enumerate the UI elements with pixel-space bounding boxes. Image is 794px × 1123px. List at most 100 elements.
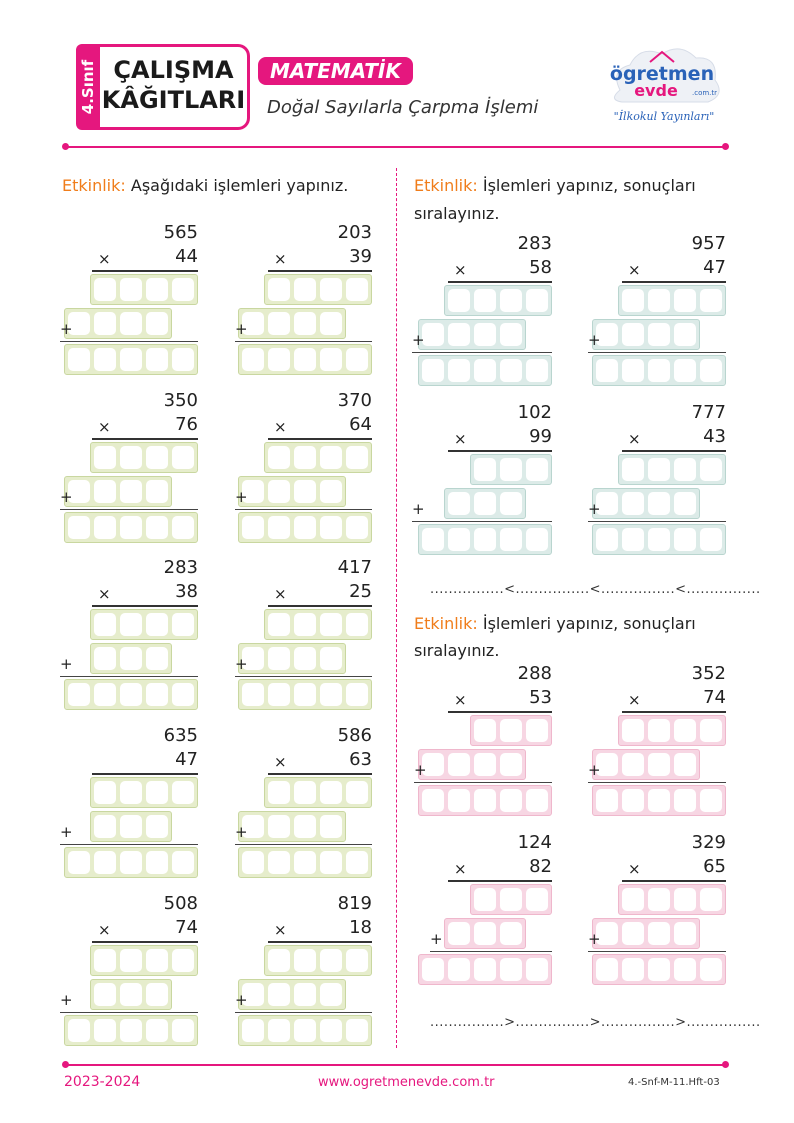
digit-box[interactable] <box>68 348 90 371</box>
digit-box[interactable] <box>120 446 142 469</box>
digit-box[interactable] <box>320 815 342 838</box>
digit-box[interactable] <box>700 958 722 981</box>
digit-box[interactable] <box>146 781 168 804</box>
digit-box[interactable] <box>596 922 618 945</box>
digit-box[interactable] <box>500 458 522 481</box>
digit-box[interactable] <box>172 348 194 371</box>
digit-box[interactable] <box>94 278 116 301</box>
digit-box[interactable] <box>120 312 142 335</box>
digit-box[interactable] <box>448 922 470 945</box>
digit-box[interactable] <box>68 312 90 335</box>
digit-box[interactable] <box>596 789 618 812</box>
digit-box[interactable] <box>346 278 368 301</box>
digit-box[interactable] <box>674 753 696 776</box>
digit-box[interactable] <box>242 983 264 1006</box>
digit-box[interactable] <box>268 516 290 539</box>
digit-box[interactable] <box>94 1019 116 1042</box>
digit-box[interactable] <box>146 1019 168 1042</box>
digit-box[interactable] <box>500 958 522 981</box>
digit-box[interactable] <box>172 781 194 804</box>
digit-box[interactable] <box>268 348 290 371</box>
digit-box[interactable] <box>242 815 264 838</box>
digit-box[interactable] <box>68 851 90 874</box>
digit-box[interactable] <box>172 278 194 301</box>
digit-box[interactable] <box>622 458 644 481</box>
digit-box[interactable] <box>622 922 644 945</box>
digit-box[interactable] <box>172 683 194 706</box>
digit-box[interactable] <box>346 1019 368 1042</box>
digit-box[interactable] <box>146 480 168 503</box>
digit-box[interactable] <box>674 359 696 382</box>
digit-box[interactable] <box>474 492 496 515</box>
digit-box[interactable] <box>242 647 264 670</box>
digit-box[interactable] <box>68 1019 90 1042</box>
digit-box[interactable] <box>648 789 670 812</box>
digit-box[interactable] <box>622 789 644 812</box>
digit-box[interactable] <box>700 789 722 812</box>
digit-box[interactable] <box>294 312 316 335</box>
digit-box[interactable] <box>596 323 618 346</box>
digit-box[interactable] <box>94 647 116 670</box>
digit-box[interactable] <box>320 1019 342 1042</box>
digit-box[interactable] <box>68 516 90 539</box>
digit-box[interactable] <box>526 719 548 742</box>
digit-box[interactable] <box>474 958 496 981</box>
digit-box[interactable] <box>294 781 316 804</box>
digit-box[interactable] <box>294 983 316 1006</box>
digit-box[interactable] <box>268 312 290 335</box>
digit-box[interactable] <box>674 922 696 945</box>
digit-box[interactable] <box>648 528 670 551</box>
digit-box[interactable] <box>648 888 670 911</box>
digit-box[interactable] <box>346 949 368 972</box>
digit-box[interactable] <box>146 312 168 335</box>
digit-box[interactable] <box>268 781 290 804</box>
digit-box[interactable] <box>596 958 618 981</box>
digit-box[interactable] <box>268 983 290 1006</box>
digit-box[interactable] <box>346 781 368 804</box>
digit-box[interactable] <box>422 958 444 981</box>
digit-box[interactable] <box>448 753 470 776</box>
digit-box[interactable] <box>294 683 316 706</box>
digit-box[interactable] <box>268 683 290 706</box>
digit-box[interactable] <box>596 492 618 515</box>
digit-box[interactable] <box>94 949 116 972</box>
digit-box[interactable] <box>172 949 194 972</box>
digit-box[interactable] <box>268 949 290 972</box>
digit-box[interactable] <box>648 289 670 312</box>
digit-box[interactable] <box>674 528 696 551</box>
digit-box[interactable] <box>448 958 470 981</box>
digit-box[interactable] <box>294 1019 316 1042</box>
digit-box[interactable] <box>474 888 496 911</box>
digit-box[interactable] <box>674 719 696 742</box>
digit-box[interactable] <box>500 789 522 812</box>
digit-box[interactable] <box>648 458 670 481</box>
digit-box[interactable] <box>500 753 522 776</box>
digit-box[interactable] <box>622 958 644 981</box>
digit-box[interactable] <box>146 446 168 469</box>
digit-box[interactable] <box>474 528 496 551</box>
digit-box[interactable] <box>500 528 522 551</box>
digit-box[interactable] <box>320 312 342 335</box>
digit-box[interactable] <box>268 647 290 670</box>
digit-box[interactable] <box>294 278 316 301</box>
digit-box[interactable] <box>242 348 264 371</box>
digit-box[interactable] <box>700 359 722 382</box>
digit-box[interactable] <box>94 613 116 636</box>
digit-box[interactable] <box>346 348 368 371</box>
digit-box[interactable] <box>242 851 264 874</box>
digit-box[interactable] <box>448 323 470 346</box>
digit-box[interactable] <box>474 719 496 742</box>
digit-box[interactable] <box>320 446 342 469</box>
digit-box[interactable] <box>648 719 670 742</box>
digit-box[interactable] <box>422 359 444 382</box>
digit-box[interactable] <box>674 888 696 911</box>
digit-box[interactable] <box>68 683 90 706</box>
digit-box[interactable] <box>120 781 142 804</box>
digit-box[interactable] <box>146 815 168 838</box>
digit-box[interactable] <box>622 323 644 346</box>
digit-box[interactable] <box>346 446 368 469</box>
digit-box[interactable] <box>622 528 644 551</box>
digit-box[interactable] <box>474 289 496 312</box>
digit-box[interactable] <box>500 492 522 515</box>
digit-box[interactable] <box>242 480 264 503</box>
